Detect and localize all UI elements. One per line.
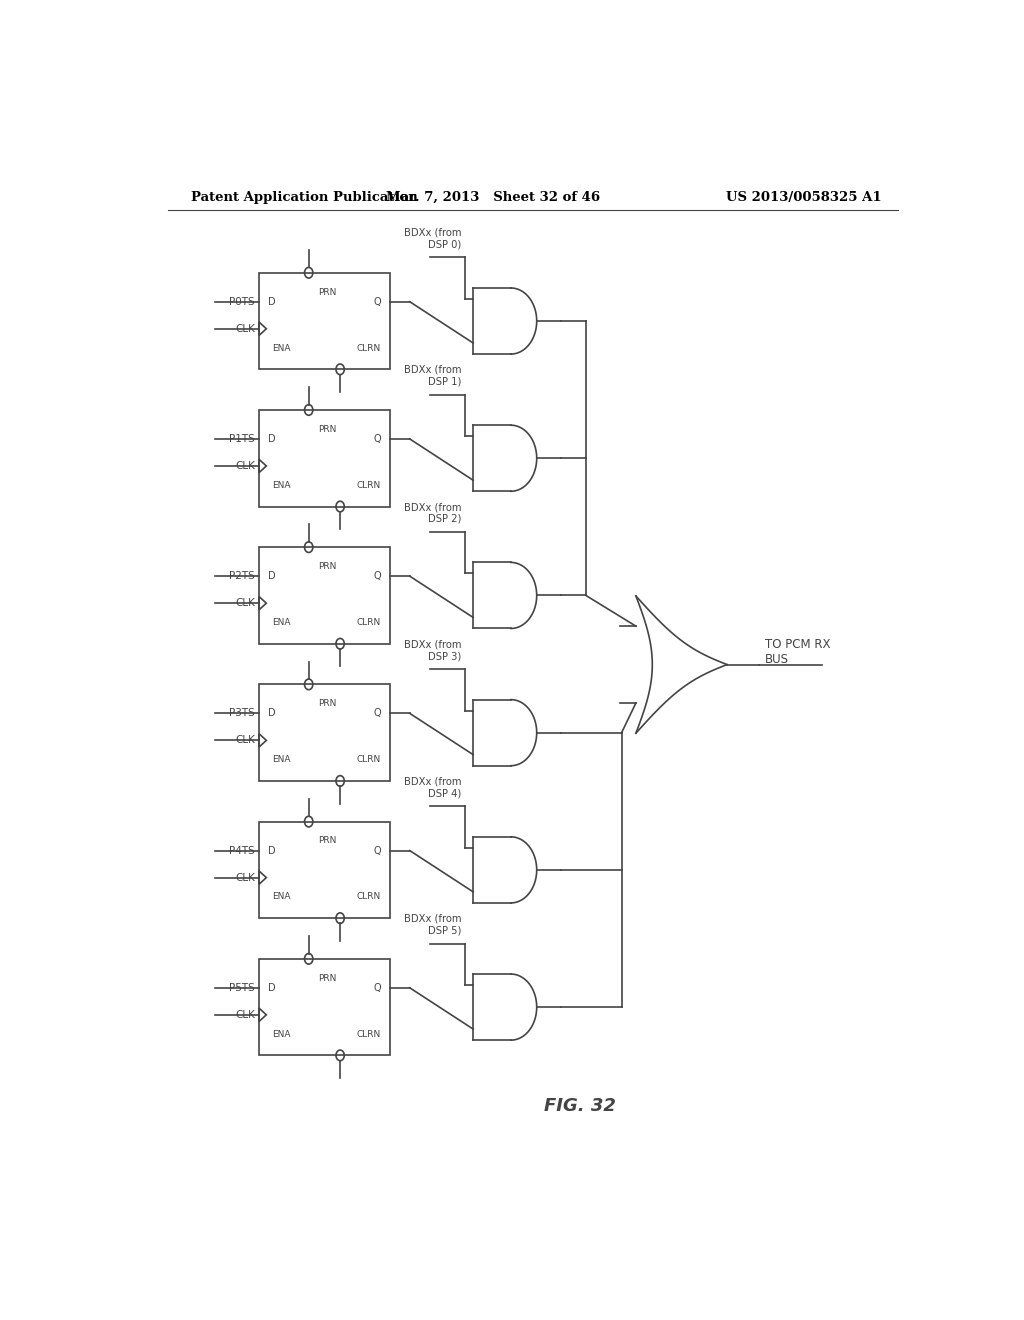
Text: CLRN: CLRN [356,480,381,490]
Text: Q: Q [373,572,381,581]
Text: PRN: PRN [317,837,336,845]
Text: BDXx (from
DSP 0): BDXx (from DSP 0) [403,228,461,249]
Text: Q: Q [373,846,381,855]
Text: FIG. 32: FIG. 32 [545,1097,616,1114]
Text: ENA: ENA [272,892,291,902]
Text: P3TS: P3TS [229,709,255,718]
Text: P4TS: P4TS [229,846,255,855]
Text: BDXx (from
DSP 5): BDXx (from DSP 5) [403,913,461,936]
Text: P0TS: P0TS [229,297,255,306]
Text: Patent Application Publication: Patent Application Publication [191,190,418,203]
Text: CLK: CLK [236,461,255,471]
Text: P1TS: P1TS [229,434,255,444]
Text: PRN: PRN [317,425,336,434]
Text: CLK: CLK [236,1010,255,1020]
Text: PRN: PRN [317,974,336,982]
Text: D: D [268,846,275,855]
Text: BDXx (from
DSP 4): BDXx (from DSP 4) [403,776,461,799]
Text: Q: Q [373,709,381,718]
Text: BDXx (from
DSP 1): BDXx (from DSP 1) [403,366,461,387]
Text: D: D [268,572,275,581]
Text: P2TS: P2TS [229,572,255,581]
Text: ENA: ENA [272,618,291,627]
Text: CLK: CLK [236,873,255,883]
Text: CLRN: CLRN [356,1030,381,1039]
Text: Mar. 7, 2013   Sheet 32 of 46: Mar. 7, 2013 Sheet 32 of 46 [386,190,600,203]
Bar [259,273,390,370]
Text: TO PCM RX
BUS: TO PCM RX BUS [765,639,830,667]
Text: CLRN: CLRN [356,618,381,627]
Text: D: D [268,983,275,993]
Text: ENA: ENA [272,1030,291,1039]
Text: PRN: PRN [317,288,336,297]
Text: Q: Q [373,983,381,993]
Text: CLRN: CLRN [356,892,381,902]
Text: BDXx (from
DSP 2): BDXx (from DSP 2) [403,502,461,524]
Bar [259,684,390,781]
Text: D: D [268,434,275,444]
Bar [259,411,390,507]
Text: P5TS: P5TS [229,983,255,993]
Text: Q: Q [373,434,381,444]
Text: Q: Q [373,297,381,306]
Text: CLK: CLK [236,735,255,746]
Text: US 2013/0058325 A1: US 2013/0058325 A1 [726,190,882,203]
Text: D: D [268,297,275,306]
Text: ENA: ENA [272,480,291,490]
Text: ENA: ENA [272,343,291,352]
Text: PRN: PRN [317,700,336,709]
Text: PRN: PRN [317,562,336,572]
Bar [259,821,390,919]
Text: D: D [268,709,275,718]
Text: CLK: CLK [236,323,255,334]
Text: CLRN: CLRN [356,755,381,764]
Text: ENA: ENA [272,755,291,764]
Text: BDXx (from
DSP 3): BDXx (from DSP 3) [403,639,461,661]
Bar [259,548,390,644]
Text: CLRN: CLRN [356,343,381,352]
Bar [259,958,390,1056]
Text: CLK: CLK [236,598,255,609]
